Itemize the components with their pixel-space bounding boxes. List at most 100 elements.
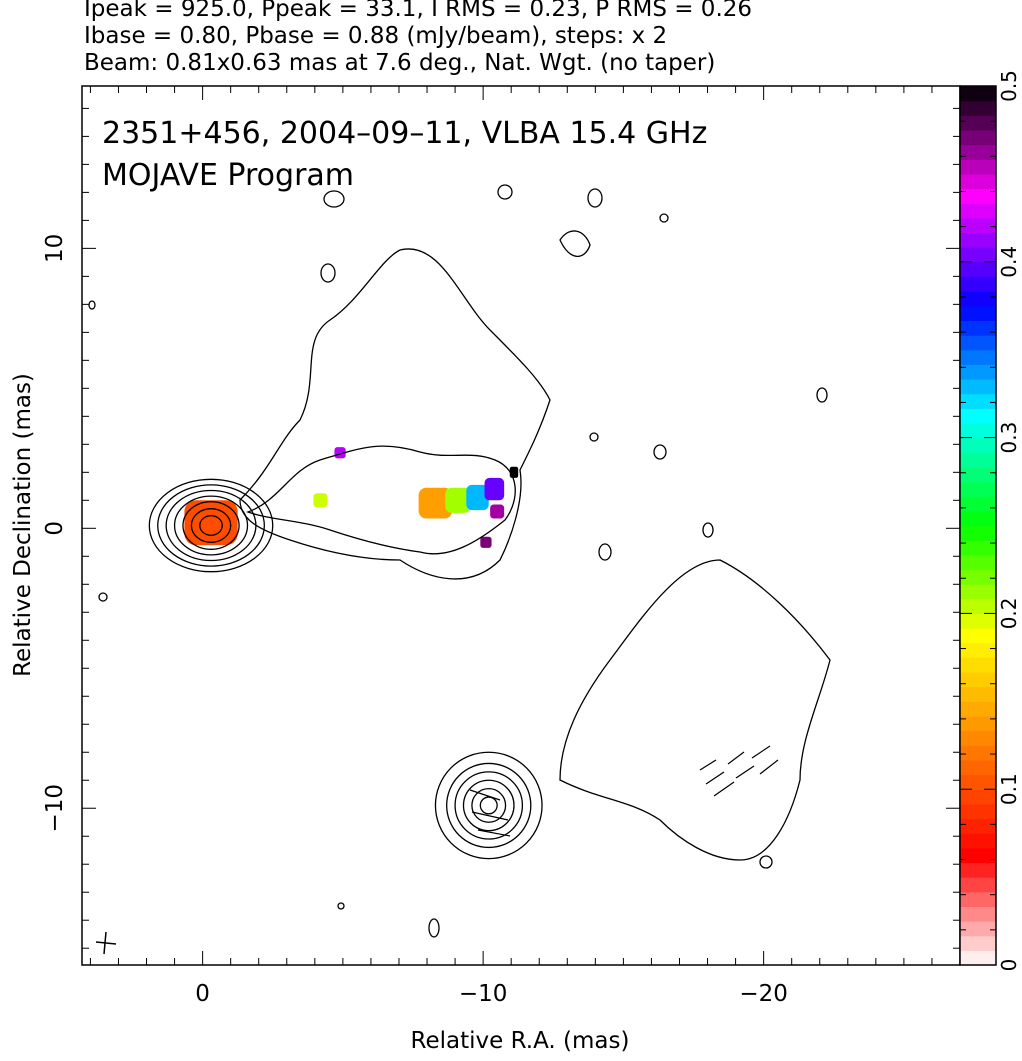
knot-contour-ring: [434, 751, 543, 860]
colorbar-swatch: [960, 349, 996, 365]
colorbar-swatch: [960, 291, 996, 307]
colorbar-swatch: [960, 672, 996, 688]
header-line-3: Beam: 0.81x0.63 mas at 7.6 deg., Nat. Wg…: [84, 50, 716, 76]
blob-contour: [598, 543, 612, 561]
core-contour-ring: [190, 508, 232, 543]
colorbar-tick-label: 0: [997, 959, 1021, 972]
colorbar-swatch: [960, 100, 996, 116]
chart-title-line-2: MOJAVE Program: [102, 158, 354, 193]
colorbar-swatch: [960, 789, 996, 805]
y-axis-label: Relative Declination (mas): [10, 373, 36, 677]
outer-jet-contour: [239, 248, 551, 580]
knot-contour-ring: [479, 796, 498, 815]
colorbar-swatch: [960, 496, 996, 512]
colorbar-swatch: [960, 715, 996, 732]
polarization-patch: [445, 487, 471, 513]
colorbar-swatch: [960, 393, 996, 409]
core-contour-ring: [182, 501, 240, 550]
colorbar-swatch: [960, 159, 996, 175]
blob-contour: [589, 432, 599, 442]
colorbar-swatch: [960, 305, 996, 321]
knot-contour-ring: [471, 787, 507, 823]
colorbar-swatch: [960, 584, 996, 600]
colorbar-swatch: [960, 613, 996, 629]
colorbar-swatch: [960, 730, 996, 746]
colorbar-swatch: [960, 657, 996, 673]
x-axis-label: Relative R.A. (mas): [410, 1028, 630, 1054]
y-tick-label: 0: [42, 521, 68, 536]
colorbar-tick-label: 0.2: [997, 597, 1021, 629]
northwest-lobe-contour: [559, 230, 591, 258]
colorbar-swatch: [960, 818, 996, 834]
x-tick-label: 0: [195, 981, 210, 1007]
colorbar-swatch: [960, 701, 996, 717]
x-tick-label: −10: [459, 981, 508, 1007]
blob-contour: [702, 522, 714, 538]
southwest-lobe-contour: [559, 559, 831, 861]
inner-jet-contour: [246, 445, 516, 555]
core-contour-ring: [157, 484, 265, 567]
y-tick-label: 10: [42, 234, 68, 263]
blob-contour: [428, 918, 440, 938]
blob-contour: [659, 213, 669, 223]
polarization-patch: [490, 504, 505, 519]
colorbar-swatch: [960, 891, 996, 907]
blob-contour: [816, 387, 828, 403]
colorbar-swatch: [960, 481, 996, 497]
polarization-patch: [334, 447, 346, 459]
colorbar-swatch: [960, 276, 996, 292]
colorbar-tick-label: 0.1: [997, 773, 1021, 805]
y-tick-label: −10: [42, 784, 68, 833]
colorbar-tick-label: 0.3: [997, 422, 1021, 454]
colorbar-swatch: [960, 261, 996, 278]
colorbar-swatch: [960, 877, 996, 893]
colorbar-swatch: [960, 598, 996, 614]
colorbar-swatch: [960, 935, 996, 951]
blob-contour: [337, 902, 345, 910]
colorbar-swatch: [960, 759, 996, 776]
blob-contour: [759, 855, 773, 869]
core-contour-ring: [165, 489, 257, 562]
colorbar-swatch: [960, 774, 996, 790]
colorbar-tick-label: 0.4: [997, 246, 1021, 278]
colorbar-swatch: [960, 320, 996, 336]
blob-contour: [320, 263, 336, 283]
colorbar-swatch: [960, 437, 996, 453]
colorbar-swatch: [960, 379, 996, 395]
component-contours: [148, 478, 543, 860]
colorbar-tick-label: 0.5: [997, 70, 1021, 102]
blob-contour: [98, 592, 108, 602]
blob-contour: [88, 300, 96, 310]
core-contour-ring: [173, 495, 249, 556]
colorbar-swatch: [960, 364, 996, 380]
colorbar-swatch: [960, 554, 996, 571]
colorbar-swatch: [960, 129, 996, 146]
blob-contour: [323, 190, 345, 208]
colorbar-swatch: [960, 950, 996, 966]
colorbar-swatch: [960, 847, 996, 864]
colorbar-swatch: [960, 452, 996, 468]
knot-contour-ring: [454, 771, 524, 840]
colorbar-swatch: [960, 642, 996, 658]
core-contour-ring: [199, 515, 223, 536]
colorbar-swatch: [960, 906, 996, 922]
colorbar-swatch: [960, 173, 996, 190]
blob-contour: [653, 444, 667, 460]
polarization-patch: [466, 484, 489, 511]
polarization-patches: [184, 447, 519, 548]
colorbar-swatch: [960, 144, 996, 160]
colorbar-swatch: [960, 510, 996, 527]
header-line-1: Ipeak = 925.0, Ppeak = 33.1, I RMS = 0.2…: [84, 0, 753, 22]
header-line-2: Ibase = 0.80, Pbase = 0.88 (mJy/beam), s…: [84, 23, 668, 49]
polarization-patch: [313, 493, 328, 508]
colorbar-swatch: [960, 217, 996, 234]
blob-contour: [497, 184, 513, 200]
colorbar-swatch: [960, 232, 996, 248]
core-contour-ring: [148, 478, 274, 573]
colorbar-swatch: [960, 408, 996, 424]
colorbar-frame: [959, 85, 997, 966]
polarization-patch: [484, 477, 505, 501]
colorbar-swatch: [960, 247, 996, 263]
blob-contour: [587, 188, 603, 208]
